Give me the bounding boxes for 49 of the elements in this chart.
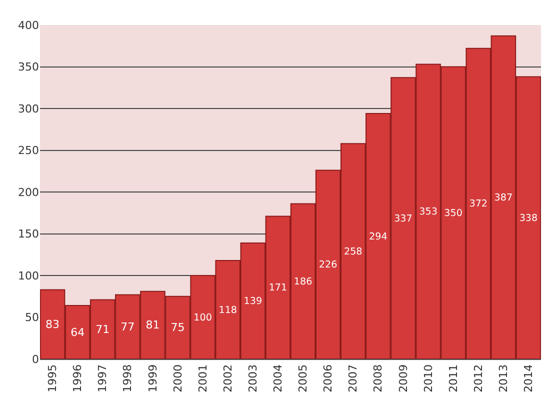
y-tick-label: 200 — [18, 186, 39, 199]
x-tick-label: 2008 — [372, 364, 385, 392]
data-label: 71 — [96, 322, 110, 336]
x-tick-label: 2011 — [446, 364, 460, 392]
x-tick-label: 2004 — [272, 364, 285, 392]
data-label: 83 — [46, 318, 60, 331]
data-label: 171 — [268, 282, 288, 294]
data-label: 64 — [70, 326, 85, 339]
y-tick-label: 100 — [18, 269, 39, 282]
data-label: 139 — [244, 296, 262, 308]
data-label: 350 — [444, 208, 462, 219]
data-label: 258 — [344, 246, 362, 258]
data-label: 338 — [519, 212, 538, 224]
data-label: 337 — [394, 213, 412, 224]
data-label: 294 — [369, 231, 388, 242]
data-label: 75 — [170, 321, 185, 334]
y-tick-label: 300 — [18, 102, 39, 116]
x-tick-label: 2009 — [396, 364, 410, 392]
data-label: 186 — [294, 276, 312, 288]
x-tick-label: 1998 — [121, 364, 134, 392]
data-label: 372 — [469, 198, 488, 210]
x-tick-label: 1995 — [46, 364, 60, 392]
y-tick-label: 50 — [25, 311, 39, 324]
x-tick-label: 1997 — [96, 364, 110, 392]
x-tick-label: 2010 — [422, 364, 435, 392]
y-tick-label: 400 — [18, 18, 39, 32]
data-label: 118 — [218, 304, 238, 316]
x-tick-label: 2002 — [221, 364, 234, 392]
data-label: 353 — [419, 206, 438, 218]
x-tick-label: 2012 — [472, 364, 485, 392]
y-tick-label: 150 — [18, 228, 39, 241]
x-tick-label: 2003 — [246, 364, 260, 392]
x-tick-label: 1999 — [146, 364, 160, 392]
x-tick-label: 2000 — [171, 364, 184, 392]
y-tick-label: 350 — [18, 60, 39, 74]
y-tick-label: 0 — [32, 352, 39, 366]
x-tick-label: 2001 — [196, 364, 210, 392]
x-tick-label: 1996 — [71, 364, 84, 392]
y-tick-label: 250 — [18, 144, 39, 158]
x-tick-label: 2013 — [497, 364, 510, 392]
x-tick-label: 2007 — [346, 364, 360, 392]
data-label: 81 — [146, 318, 160, 332]
data-label: 77 — [120, 320, 135, 334]
x-tick-label: 2006 — [322, 364, 335, 392]
data-label: 100 — [194, 312, 212, 324]
data-label: 226 — [318, 260, 338, 271]
x-tick-label: 2014 — [522, 364, 536, 392]
x-tick-label: 2005 — [296, 364, 310, 392]
data-label: 387 — [494, 192, 513, 204]
